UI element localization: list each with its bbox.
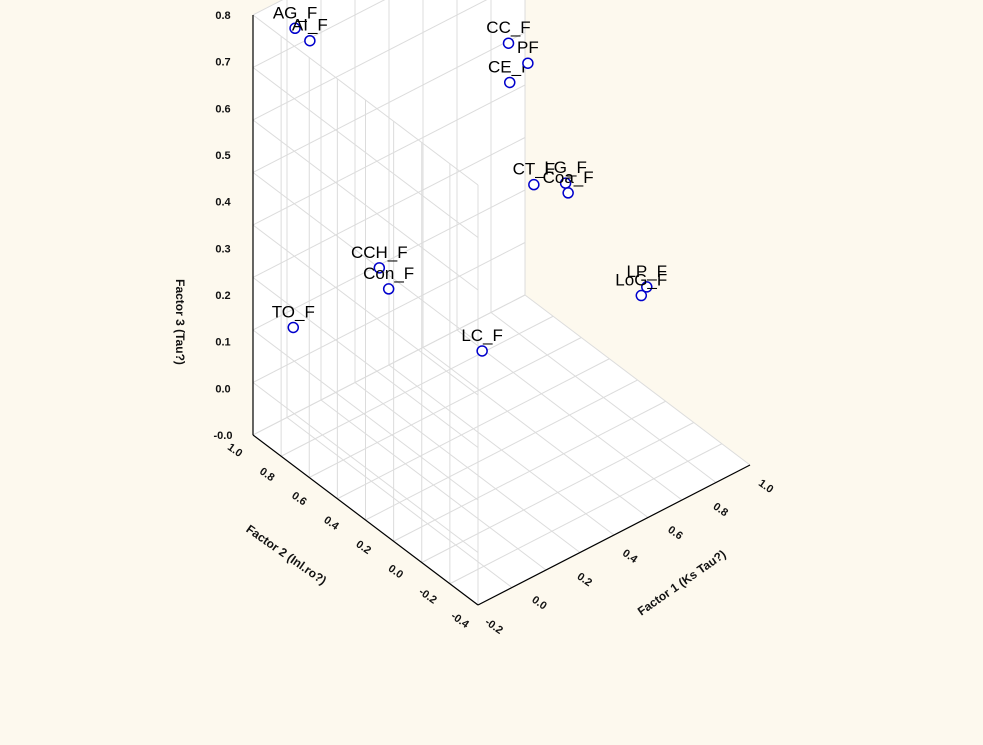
grid-line [252, 119, 479, 291]
z-axis-title: Factor 3 (Tau?) [173, 279, 187, 365]
grid-line [456, 329, 683, 501]
y-tick-label: -0.2 [416, 586, 438, 607]
grid-line [252, 0, 386, 68]
grid-line [309, 337, 582, 478]
grid-line [252, 14, 479, 186]
grid-line [252, 84, 526, 226]
x-axis-title: Factor 1 (Ks Tau?) [635, 547, 729, 618]
y-tick-label: 0.8 [257, 466, 276, 485]
x-tick-label: 0.4 [620, 547, 640, 566]
data-point-marker [641, 281, 653, 293]
z-tick-label: 0.4 [215, 197, 231, 209]
x-tick-label: 1.0 [756, 477, 775, 496]
x-axis-line [477, 464, 751, 606]
z-tick-label: 0.0 [215, 383, 230, 395]
data-point-label: Coa_F [543, 168, 594, 187]
data-point-label: LoG_F [615, 271, 667, 290]
x-tick-label: -0.2 [483, 616, 505, 637]
grid-line [365, 379, 638, 521]
data-point-marker [289, 22, 301, 35]
y-tick-label: 0.2 [354, 538, 373, 557]
z-tick-label: 0.6 [215, 103, 230, 115]
data-point-label: CCH_F [351, 243, 408, 262]
data-point-label: CE_F [488, 57, 531, 76]
x-tick-label: 0.2 [575, 571, 594, 590]
y-tick-label: 1.0 [225, 441, 244, 460]
grid-line [252, 224, 479, 396]
z-tick-label: 0.1 [215, 337, 230, 349]
grid-line [524, 294, 751, 466]
z-tick-label: 0.8 [215, 10, 230, 22]
data-point-label: PF [517, 38, 539, 57]
data-point-label: Con_F [363, 264, 414, 283]
data-point-marker [635, 289, 648, 302]
z-tick-label: 0.3 [215, 243, 230, 255]
data-point-label: AG_F [273, 3, 317, 22]
data-point-label: AI_F [292, 16, 328, 35]
data-point-marker [287, 321, 300, 334]
data-point-marker [528, 178, 540, 191]
data-point-marker [373, 262, 386, 274]
data-point-marker [304, 34, 316, 47]
data-point-label: LP_F [626, 262, 667, 281]
grid-line [252, 294, 526, 436]
y-tick-label: 0.4 [321, 514, 341, 533]
x-tick-label: 0.8 [711, 501, 730, 520]
y-tick-label: 0.6 [289, 490, 308, 509]
data-point-marker [522, 57, 534, 69]
data-point-label: TO_F [272, 302, 315, 321]
grid-line [422, 347, 649, 518]
y-tick-label: -0.4 [449, 610, 472, 631]
y-tick-label: 0.0 [386, 563, 405, 582]
z-tick-label: -0.0 [214, 430, 233, 442]
data-point-label: LG_F [544, 158, 587, 177]
grid-line [252, 0, 488, 121]
y-axis-title: Factor 2 (Inl.ro?) [244, 522, 330, 588]
grid-line [252, 67, 479, 238]
data-point-label: CT_F [513, 160, 556, 179]
grid-line [280, 315, 554, 457]
grid-lines [252, 0, 751, 606]
z-tick-label: 0.7 [215, 57, 230, 69]
data-point-marker [502, 37, 515, 49]
z-tick-label: 0.5 [215, 150, 230, 162]
x-tick-label: 0.6 [665, 524, 684, 543]
grid-line [490, 312, 717, 483]
grid-line [337, 358, 610, 500]
data-point-marker [562, 187, 574, 199]
data-point-marker [476, 345, 488, 357]
data-point-marker [382, 283, 395, 295]
y-axis-line [252, 434, 479, 606]
data-point-marker [503, 76, 516, 89]
grid-line [252, 172, 479, 343]
data-point-label: LC_F [461, 326, 503, 345]
axes [252, 15, 751, 606]
x-tick-label: 0.0 [529, 594, 548, 613]
data-point-label: CC_F [486, 18, 530, 37]
z-tick-label: 0.2 [215, 290, 230, 302]
grid-line [252, 32, 526, 173]
